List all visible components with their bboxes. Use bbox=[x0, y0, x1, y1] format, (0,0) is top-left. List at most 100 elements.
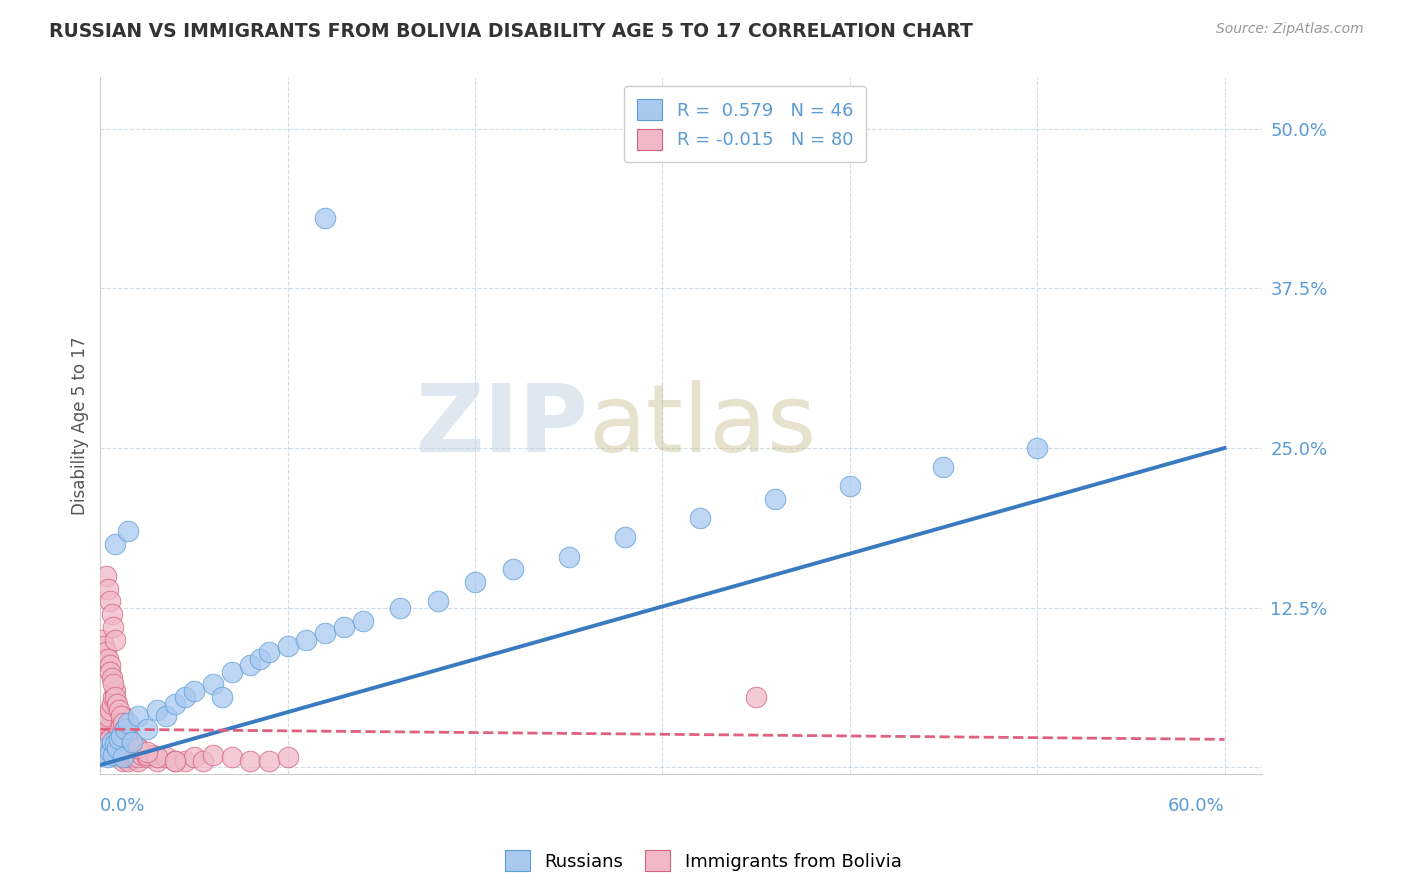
Point bbox=[94, 741, 117, 756]
Point bbox=[136, 750, 159, 764]
Point bbox=[94, 569, 117, 583]
Y-axis label: Disability Age 5 to 17: Disability Age 5 to 17 bbox=[72, 336, 89, 515]
Point bbox=[183, 683, 205, 698]
Point bbox=[105, 741, 128, 756]
Point bbox=[111, 750, 134, 764]
Text: 60.0%: 60.0% bbox=[1168, 797, 1225, 815]
Point bbox=[165, 754, 187, 768]
Point bbox=[108, 722, 131, 736]
Point bbox=[103, 747, 125, 762]
Point bbox=[98, 732, 121, 747]
Point bbox=[221, 750, 243, 764]
Point bbox=[105, 729, 128, 743]
Point bbox=[145, 703, 167, 717]
Point bbox=[91, 632, 114, 647]
Point bbox=[122, 750, 145, 764]
Point bbox=[193, 754, 215, 768]
Point bbox=[117, 715, 139, 730]
Point bbox=[117, 750, 139, 764]
Point bbox=[121, 735, 143, 749]
Point bbox=[103, 620, 125, 634]
Point bbox=[745, 690, 768, 705]
Point bbox=[614, 531, 637, 545]
Point bbox=[103, 677, 125, 691]
Point bbox=[136, 747, 159, 762]
Point bbox=[136, 745, 159, 759]
Point bbox=[295, 632, 318, 647]
Point bbox=[239, 754, 262, 768]
Point bbox=[201, 677, 224, 691]
Point bbox=[120, 745, 142, 759]
Point bbox=[117, 735, 139, 749]
Point bbox=[114, 722, 136, 736]
Point bbox=[114, 750, 136, 764]
Text: ZIP: ZIP bbox=[415, 380, 588, 472]
Point bbox=[94, 715, 117, 730]
Point bbox=[91, 729, 114, 743]
Point bbox=[155, 750, 177, 764]
Point bbox=[155, 709, 177, 723]
Point bbox=[165, 697, 187, 711]
Point bbox=[104, 683, 127, 698]
Point bbox=[117, 524, 139, 538]
Point bbox=[221, 665, 243, 679]
Point bbox=[93, 722, 115, 736]
Point bbox=[100, 747, 122, 762]
Point bbox=[763, 492, 786, 507]
Point bbox=[142, 747, 165, 762]
Point bbox=[103, 741, 125, 756]
Point bbox=[117, 754, 139, 768]
Point bbox=[104, 690, 127, 705]
Point bbox=[110, 750, 132, 764]
Point bbox=[104, 537, 127, 551]
Point bbox=[121, 741, 143, 756]
Point bbox=[110, 729, 132, 743]
Point bbox=[94, 645, 117, 659]
Point bbox=[249, 652, 271, 666]
Point bbox=[464, 575, 486, 590]
Point bbox=[115, 729, 138, 743]
Point bbox=[127, 750, 149, 764]
Point bbox=[1026, 441, 1049, 455]
Point bbox=[239, 658, 262, 673]
Point bbox=[105, 697, 128, 711]
Text: atlas: atlas bbox=[588, 380, 817, 472]
Point bbox=[127, 709, 149, 723]
Point bbox=[314, 211, 336, 225]
Point bbox=[100, 671, 122, 685]
Legend: Russians, Immigrants from Bolivia: Russians, Immigrants from Bolivia bbox=[498, 843, 908, 879]
Point bbox=[104, 735, 127, 749]
Point bbox=[93, 747, 115, 762]
Point bbox=[257, 754, 280, 768]
Point bbox=[97, 741, 120, 756]
Point bbox=[110, 715, 132, 730]
Point bbox=[277, 750, 299, 764]
Point bbox=[932, 460, 955, 475]
Point bbox=[97, 582, 120, 596]
Point bbox=[97, 652, 120, 666]
Point bbox=[333, 620, 356, 634]
Point bbox=[211, 690, 233, 705]
Point bbox=[111, 715, 134, 730]
Point bbox=[314, 626, 336, 640]
Point bbox=[98, 703, 121, 717]
Point bbox=[115, 741, 138, 756]
Point bbox=[98, 658, 121, 673]
Point bbox=[389, 600, 412, 615]
Point bbox=[173, 690, 195, 705]
Point bbox=[136, 722, 159, 736]
Point bbox=[145, 750, 167, 764]
Point bbox=[120, 747, 142, 762]
Point bbox=[277, 639, 299, 653]
Point bbox=[110, 709, 132, 723]
Point bbox=[103, 690, 125, 705]
Point bbox=[108, 703, 131, 717]
Point bbox=[111, 709, 134, 723]
Point bbox=[104, 738, 127, 752]
Point bbox=[183, 750, 205, 764]
Text: RUSSIAN VS IMMIGRANTS FROM BOLIVIA DISABILITY AGE 5 TO 17 CORRELATION CHART: RUSSIAN VS IMMIGRANTS FROM BOLIVIA DISAB… bbox=[49, 22, 973, 41]
Point bbox=[93, 639, 115, 653]
Point bbox=[838, 479, 860, 493]
Point bbox=[115, 738, 138, 752]
Point bbox=[125, 747, 148, 762]
